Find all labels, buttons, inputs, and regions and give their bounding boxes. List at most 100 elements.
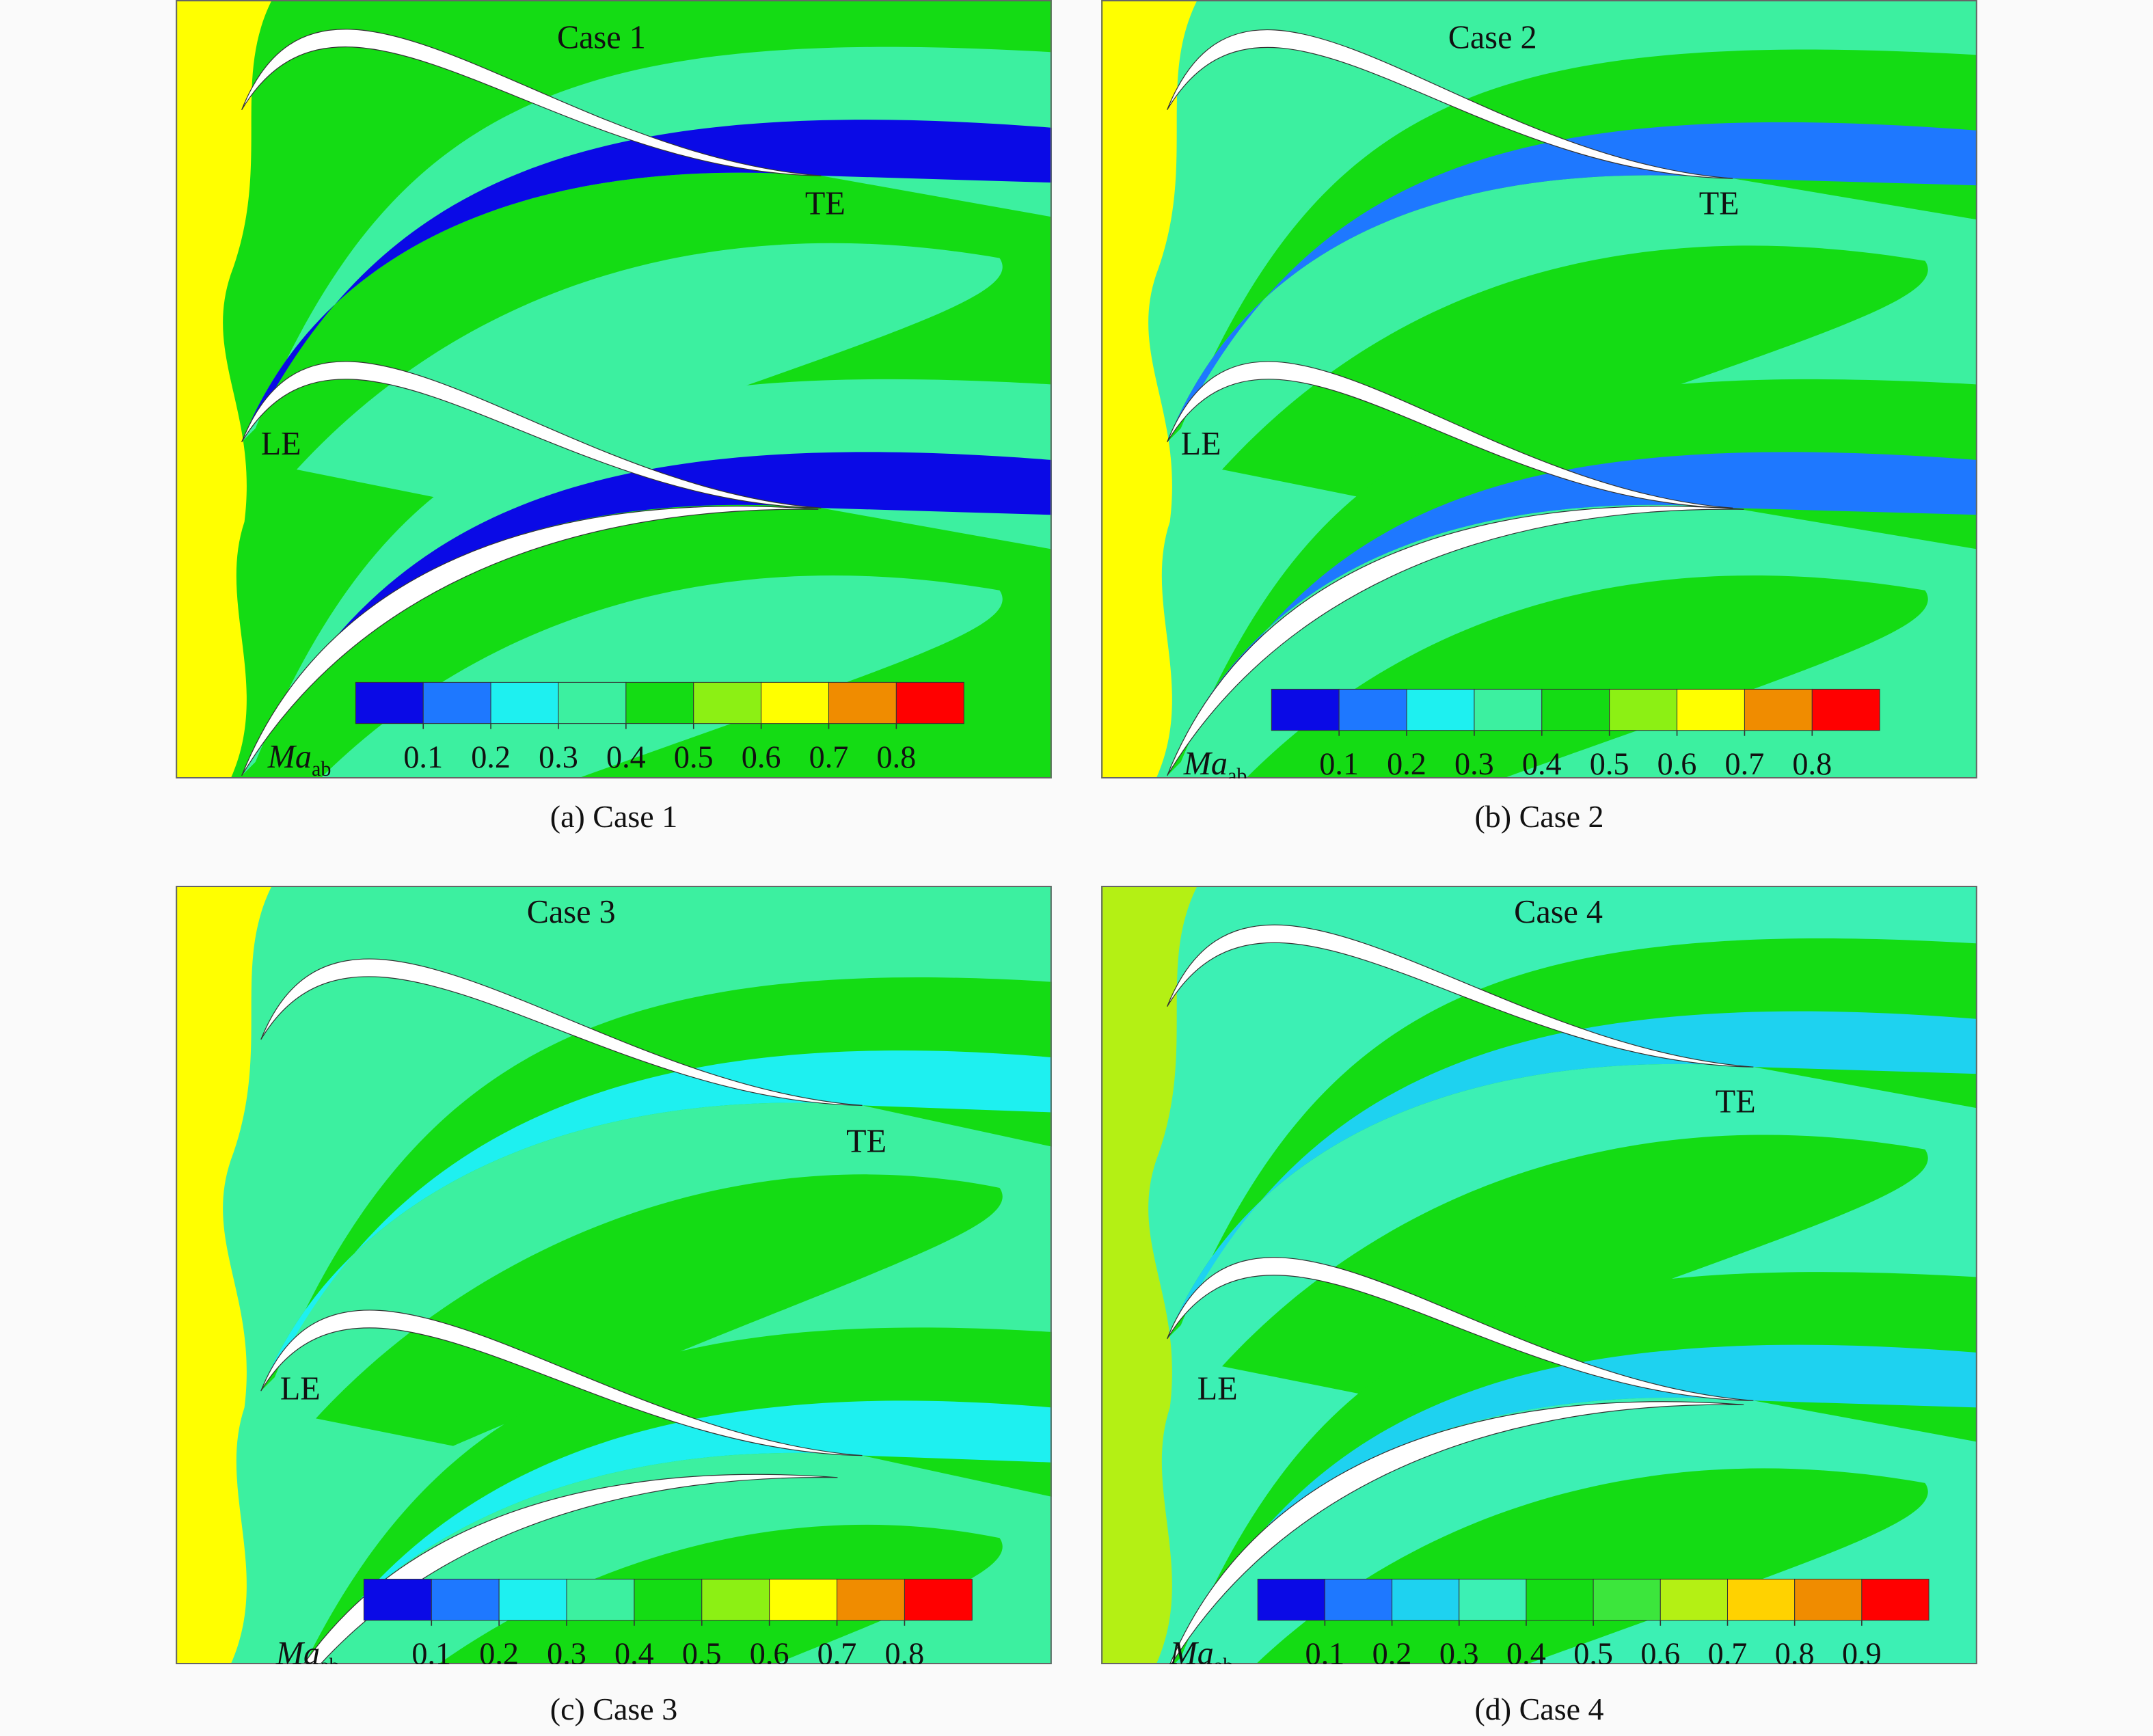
colorbar-tick-label: 0.5 [1590, 746, 1629, 778]
blade [1167, 1257, 1754, 1401]
colorbar-swatch [1794, 1578, 1863, 1621]
le-label: LE [1197, 1370, 1238, 1407]
colorbar-swatch [625, 681, 694, 724]
plot-border [176, 0, 1052, 778]
colorbar-tick-label: 0.6 [750, 1636, 789, 1664]
te-label: TE [1716, 1083, 1756, 1120]
contour-panel: Case 4 TE LE 0.1 0.2 0.3 0.4 0.5 0.6 0.7 0.8 0.9 Maa… [1101, 886, 1977, 1726]
panel-caption: (c) Case 3 [550, 1692, 678, 1726]
colorbar-swatch [904, 1578, 973, 1621]
blade [241, 361, 822, 508]
colorbar-swatch [1271, 688, 1340, 731]
colorbar-label-main: Ma [1183, 746, 1228, 778]
colorbar-tick-label: 0.5 [1573, 1636, 1613, 1664]
colorbar-swatch [1474, 688, 1543, 731]
colorbar-tick-label: 0.6 [1640, 1636, 1680, 1664]
le-label: LE [261, 426, 301, 462]
suction-region [1167, 452, 1977, 776]
plot-border [1101, 0, 1977, 778]
colorbar-tick-label: 0.1 [403, 740, 443, 774]
colorbar-tick-label: 0.3 [539, 740, 578, 774]
colorbar-tick-label: 0.3 [547, 1636, 586, 1664]
colorbar-swatch [1459, 1578, 1527, 1621]
colorbar-swatch [828, 681, 897, 724]
colorbar-swatch [1406, 688, 1475, 731]
colorbar-label-main: Ma [1169, 1636, 1214, 1664]
blade [260, 958, 863, 1107]
colorbar-label-sub: ab [312, 757, 331, 778]
colorbar-swatch [490, 681, 559, 724]
colorbar-label-main: Ma [275, 1636, 320, 1664]
colorbar-swatch [1324, 1578, 1393, 1621]
case-title: Case 4 [1514, 894, 1603, 930]
colorbar-tick-label: 0.9 [1842, 1636, 1882, 1664]
blade [241, 29, 822, 176]
inlet-region [176, 886, 272, 1664]
plot-border [176, 886, 1052, 1664]
colorbar-swatch [761, 681, 829, 724]
colorbar-swatch [422, 681, 491, 724]
blade [1167, 506, 1744, 776]
suction-region [241, 452, 1052, 776]
colorbar-swatch [634, 1578, 703, 1621]
colorbar-tick-label: 0.6 [742, 740, 781, 774]
colorbar-swatch [1861, 1578, 1929, 1621]
wake-band [1221, 1135, 1928, 1394]
colorbar-tick-label: 0.4 [1522, 746, 1562, 778]
colorbar-tick-label: 0.7 [809, 740, 849, 774]
blade [1167, 924, 1754, 1068]
colorbar-tick-label: 0.3 [1439, 1636, 1479, 1664]
colorbar-swatch [769, 1578, 838, 1621]
colorbar-label-sub: ab [320, 1654, 339, 1664]
colorbar-swatch [1660, 1578, 1728, 1621]
blade [241, 506, 819, 776]
colorbar-tick-label: 0.8 [1775, 1636, 1815, 1664]
colorbar-tick-label: 0.7 [817, 1636, 857, 1664]
colorbar-swatch [693, 681, 762, 724]
te-label: TE [1699, 185, 1739, 221]
colorbar-swatch [355, 681, 424, 724]
colorbar-tick-label: 0.2 [471, 740, 511, 774]
colorbar-swatch [1609, 688, 1678, 731]
colorbar-swatch [1338, 688, 1407, 731]
colorbar-swatch [1727, 1578, 1796, 1621]
colorbar-swatch [1744, 688, 1813, 731]
panel-caption: (b) Case 2 [1474, 799, 1604, 834]
colorbar-swatch [558, 681, 627, 724]
colorbar-swatch [1593, 1578, 1661, 1621]
contour-plot: Case 3 TE LE 0.1 0.2 0.3 0.4 0.5 0.6 0.7 0.8 Maab [176, 886, 1052, 1736]
panel-caption: (d) Case 4 [1474, 1692, 1604, 1726]
colorbar-tick-label: 0.5 [674, 740, 714, 774]
blade [1167, 1401, 1744, 1672]
colorbar-tick-label: 0.6 [1657, 746, 1697, 778]
colorbar-tick-label: 0.8 [1792, 746, 1832, 778]
wake-band [316, 1174, 1003, 1446]
suction-region [1167, 1011, 1977, 1339]
colorbar-tick-label: 0.2 [1372, 1636, 1412, 1664]
colorbar-label-sub: ab [1214, 1654, 1233, 1664]
colorbar-swatch [1541, 688, 1610, 731]
suction-region [241, 120, 1052, 442]
colorbar-tick-label: 0.4 [606, 740, 646, 774]
blade [260, 1310, 863, 1456]
colorbar-swatch [1392, 1578, 1460, 1621]
suction-region [1167, 1344, 1977, 1672]
colorbar-swatch [566, 1578, 635, 1621]
colorbar-tick-label: 0.2 [1387, 746, 1426, 778]
wake-band [296, 243, 1003, 498]
colorbar-tick-label: 0.7 [1708, 1636, 1748, 1664]
colorbar-tick-label: 0.8 [877, 740, 917, 774]
colorbar-label-sub: ab [1228, 764, 1247, 778]
inlet-region [176, 0, 272, 778]
colorbar-label: Maab [267, 739, 331, 778]
case-title: Case 2 [1448, 19, 1537, 55]
contour-panel: Case 2 TE LE 0.1 0.2 0.3 0.4 0.5 0.6 0.7 0.8 Maab [1101, 0, 1977, 831]
colorbar-swatch [1677, 688, 1745, 731]
colorbar-tick-label: 0.4 [614, 1636, 654, 1664]
contour-panel: Case 3 TE LE 0.1 0.2 0.3 0.4 0.5 0.6 0.7 0.8 Maab [176, 886, 1052, 1736]
colorbar-label-main: Ma [267, 739, 312, 775]
colorbar-tick-label: 0.7 [1725, 746, 1765, 778]
colorbar-swatch [1526, 1578, 1594, 1621]
blade [1167, 29, 1733, 179]
